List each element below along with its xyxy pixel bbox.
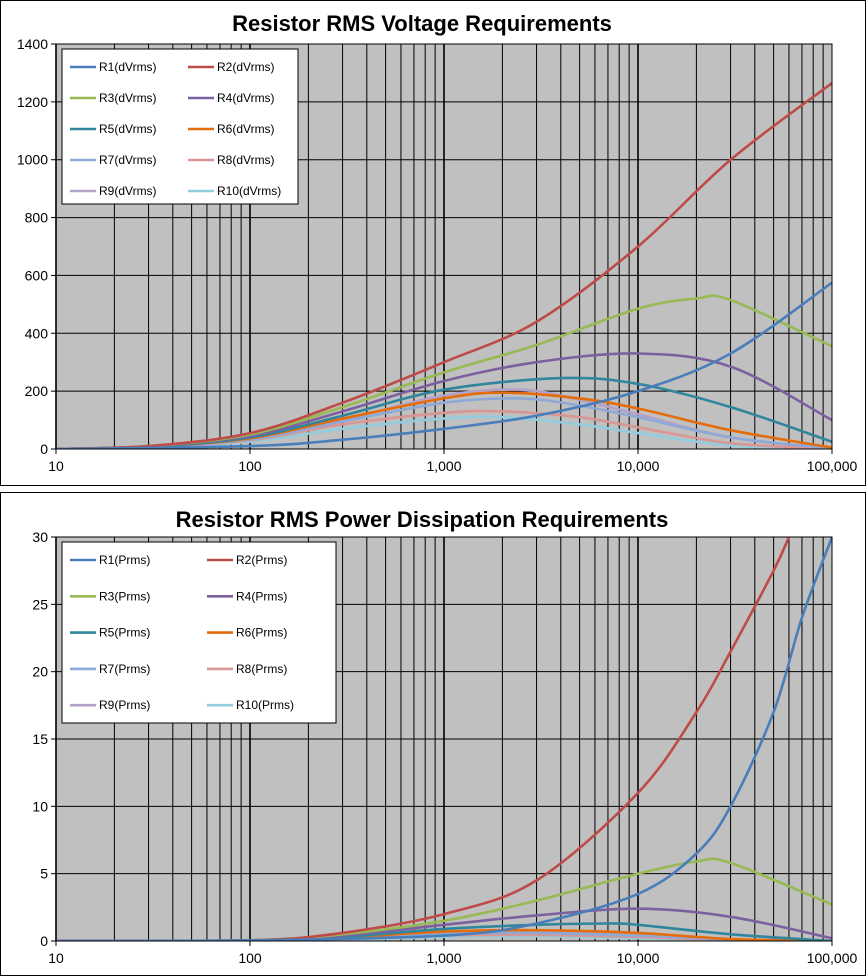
- legend-label: R10(Prms): [236, 698, 294, 712]
- y-tick-label: 20: [32, 664, 48, 680]
- legend-label: R5(dVrms): [99, 122, 157, 136]
- legend-label: R4(dVrms): [217, 91, 275, 105]
- y-tick-label: 5: [40, 866, 48, 882]
- y-tick-label: 400: [25, 325, 49, 341]
- x-tick-label: 1,000: [426, 950, 461, 966]
- series-line: [56, 537, 832, 941]
- legend-label: R7(dVrms): [99, 153, 157, 167]
- legend-label: R8(Prms): [236, 662, 287, 676]
- x-tick-label: 100,000: [807, 950, 858, 966]
- x-tick-label: 10,000: [617, 458, 660, 474]
- series-line: [56, 82, 832, 449]
- legend-label: R7(Prms): [99, 662, 150, 676]
- legend-label: R9(dVrms): [99, 184, 157, 198]
- legend-label: R6(Prms): [236, 626, 287, 640]
- y-tick-label: 25: [32, 596, 48, 612]
- legend-label: R9(Prms): [99, 698, 150, 712]
- y-tick-label: 0: [40, 933, 48, 949]
- power-chart-svg: Resistor RMS Power Dissipation Requireme…: [32, 507, 858, 966]
- plot-border: [55, 536, 833, 942]
- legend-label: R6(dVrms): [217, 122, 275, 136]
- x-tick-label: 10: [48, 950, 64, 966]
- chart-title: Resistor RMS Voltage Requirements: [232, 11, 612, 36]
- legend-box: [61, 48, 299, 205]
- voltage-chart-panel: Resistor RMS Voltage Requirements 0 200 400…: [0, 0, 866, 486]
- legend-label: R3(Prms): [99, 589, 150, 603]
- legend-label: R8(dVrms): [217, 153, 275, 167]
- legend-label: R5(Prms): [99, 626, 150, 640]
- chart-title: Resistor RMS Power Dissipation Requireme…: [176, 507, 669, 532]
- y-tick-label: 1400: [17, 36, 48, 52]
- y-tick-label: 800: [25, 210, 49, 226]
- plot-border: [55, 43, 833, 450]
- y-tick-label: 1200: [17, 94, 48, 110]
- legend-label: R2(dVrms): [217, 60, 275, 74]
- y-tick-label: 600: [25, 267, 49, 283]
- legend-label: R10(dVrms): [217, 184, 281, 198]
- legend-label: R1(Prms): [99, 553, 150, 567]
- y-tick-label: 10: [32, 798, 48, 814]
- voltage-chart-svg: Resistor RMS Voltage Requirements 0 200 400…: [17, 11, 858, 474]
- x-tick-label: 100: [238, 458, 262, 474]
- x-tick-label: 1,000: [426, 458, 461, 474]
- x-tick-label: 10,000: [617, 950, 660, 966]
- x-tick-label: 100,000: [807, 458, 858, 474]
- legend-label: R1(dVrms): [99, 60, 157, 74]
- y-tick-label: 0: [40, 441, 48, 457]
- power-chart-panel: Resistor RMS Power Dissipation Requireme…: [0, 492, 866, 976]
- x-tick-label: 10: [48, 458, 64, 474]
- y-tick-label: 200: [25, 383, 49, 399]
- legend-box: [61, 541, 337, 724]
- y-tick-label: 1000: [17, 152, 48, 168]
- y-tick-label: 30: [32, 529, 48, 545]
- x-tick-label: 100: [238, 950, 262, 966]
- y-tick-label: 15: [32, 731, 48, 747]
- legend-label: R2(Prms): [236, 553, 287, 567]
- legend-label: R4(Prms): [236, 589, 287, 603]
- legend-label: R3(dVrms): [99, 91, 157, 105]
- series-line: [56, 281, 832, 449]
- series-group: [56, 82, 832, 449]
